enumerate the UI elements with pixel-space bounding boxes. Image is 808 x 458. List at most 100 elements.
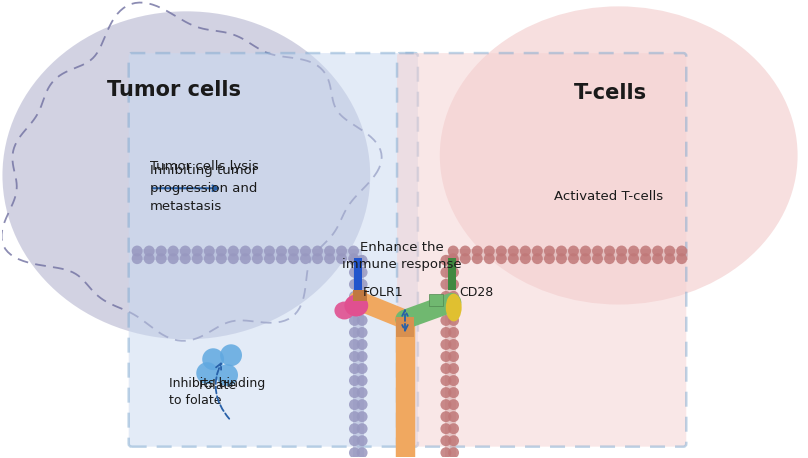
Bar <box>448 249 688 260</box>
Circle shape <box>204 245 215 256</box>
Text: Activated T-cells: Activated T-cells <box>554 190 663 203</box>
Circle shape <box>448 339 459 350</box>
Circle shape <box>349 303 360 314</box>
Circle shape <box>520 253 531 264</box>
Circle shape <box>676 253 687 264</box>
Circle shape <box>132 245 142 256</box>
Circle shape <box>532 253 543 264</box>
Circle shape <box>132 253 142 264</box>
Circle shape <box>472 253 482 264</box>
Circle shape <box>617 245 627 256</box>
Text: CD28: CD28 <box>460 286 494 299</box>
Bar <box>448 258 456 289</box>
Circle shape <box>440 375 452 386</box>
Bar <box>354 258 362 289</box>
Circle shape <box>676 245 687 256</box>
Circle shape <box>508 253 519 264</box>
Text: Tumor cells lysis: Tumor cells lysis <box>149 160 259 174</box>
Circle shape <box>604 253 615 264</box>
Circle shape <box>356 435 368 446</box>
Circle shape <box>356 363 368 374</box>
Circle shape <box>628 245 639 256</box>
Circle shape <box>356 447 368 458</box>
Circle shape <box>349 399 360 410</box>
Circle shape <box>288 253 299 264</box>
Circle shape <box>349 291 360 302</box>
Circle shape <box>440 327 452 338</box>
Circle shape <box>356 255 368 266</box>
FancyBboxPatch shape <box>128 53 418 447</box>
Circle shape <box>349 339 360 350</box>
Circle shape <box>440 303 452 314</box>
Circle shape <box>440 267 452 278</box>
Circle shape <box>220 344 242 366</box>
Circle shape <box>628 253 639 264</box>
Circle shape <box>484 253 494 264</box>
Circle shape <box>640 253 651 264</box>
Circle shape <box>496 245 507 256</box>
Circle shape <box>496 253 507 264</box>
Circle shape <box>356 303 368 314</box>
Circle shape <box>440 399 452 410</box>
Text: Inhibiting tumor
progression and
metastasis: Inhibiting tumor progression and metasta… <box>149 164 257 213</box>
Circle shape <box>440 291 452 302</box>
Circle shape <box>440 339 452 350</box>
Circle shape <box>448 351 459 362</box>
Circle shape <box>168 253 179 264</box>
Circle shape <box>568 245 579 256</box>
Circle shape <box>228 245 239 256</box>
Circle shape <box>324 253 335 264</box>
Circle shape <box>448 375 459 386</box>
Circle shape <box>264 245 275 256</box>
Circle shape <box>556 253 567 264</box>
Circle shape <box>240 253 250 264</box>
Circle shape <box>448 435 459 446</box>
Circle shape <box>448 411 459 422</box>
Circle shape <box>179 245 191 256</box>
Circle shape <box>196 362 218 384</box>
Circle shape <box>356 339 368 350</box>
Circle shape <box>336 253 347 264</box>
Circle shape <box>617 253 627 264</box>
Circle shape <box>288 245 299 256</box>
Circle shape <box>448 279 459 290</box>
Circle shape <box>520 245 531 256</box>
Circle shape <box>324 245 335 256</box>
Circle shape <box>440 351 452 362</box>
Circle shape <box>440 423 452 434</box>
Circle shape <box>440 387 452 398</box>
Circle shape <box>508 245 519 256</box>
Circle shape <box>349 327 360 338</box>
Circle shape <box>356 291 368 302</box>
Circle shape <box>580 253 591 264</box>
Circle shape <box>300 245 311 256</box>
Circle shape <box>356 315 368 326</box>
Circle shape <box>448 387 459 398</box>
Circle shape <box>460 245 471 256</box>
Circle shape <box>156 253 166 264</box>
Circle shape <box>440 315 452 326</box>
Ellipse shape <box>440 6 797 305</box>
Circle shape <box>448 245 459 256</box>
Circle shape <box>664 253 675 264</box>
Circle shape <box>448 255 459 266</box>
Circle shape <box>204 253 215 264</box>
Bar <box>396 317 414 338</box>
Circle shape <box>349 375 360 386</box>
Circle shape <box>216 253 227 264</box>
Circle shape <box>202 348 224 370</box>
Circle shape <box>592 245 603 256</box>
Circle shape <box>144 245 154 256</box>
Circle shape <box>356 279 368 290</box>
Text: Tumor cells: Tumor cells <box>107 80 241 100</box>
Bar <box>132 249 362 260</box>
Circle shape <box>349 255 360 266</box>
Circle shape <box>349 435 360 446</box>
FancyBboxPatch shape <box>397 53 686 447</box>
Circle shape <box>652 253 663 264</box>
Circle shape <box>156 245 166 256</box>
Circle shape <box>349 267 360 278</box>
Circle shape <box>448 447 459 458</box>
Circle shape <box>252 253 263 264</box>
Circle shape <box>168 245 179 256</box>
